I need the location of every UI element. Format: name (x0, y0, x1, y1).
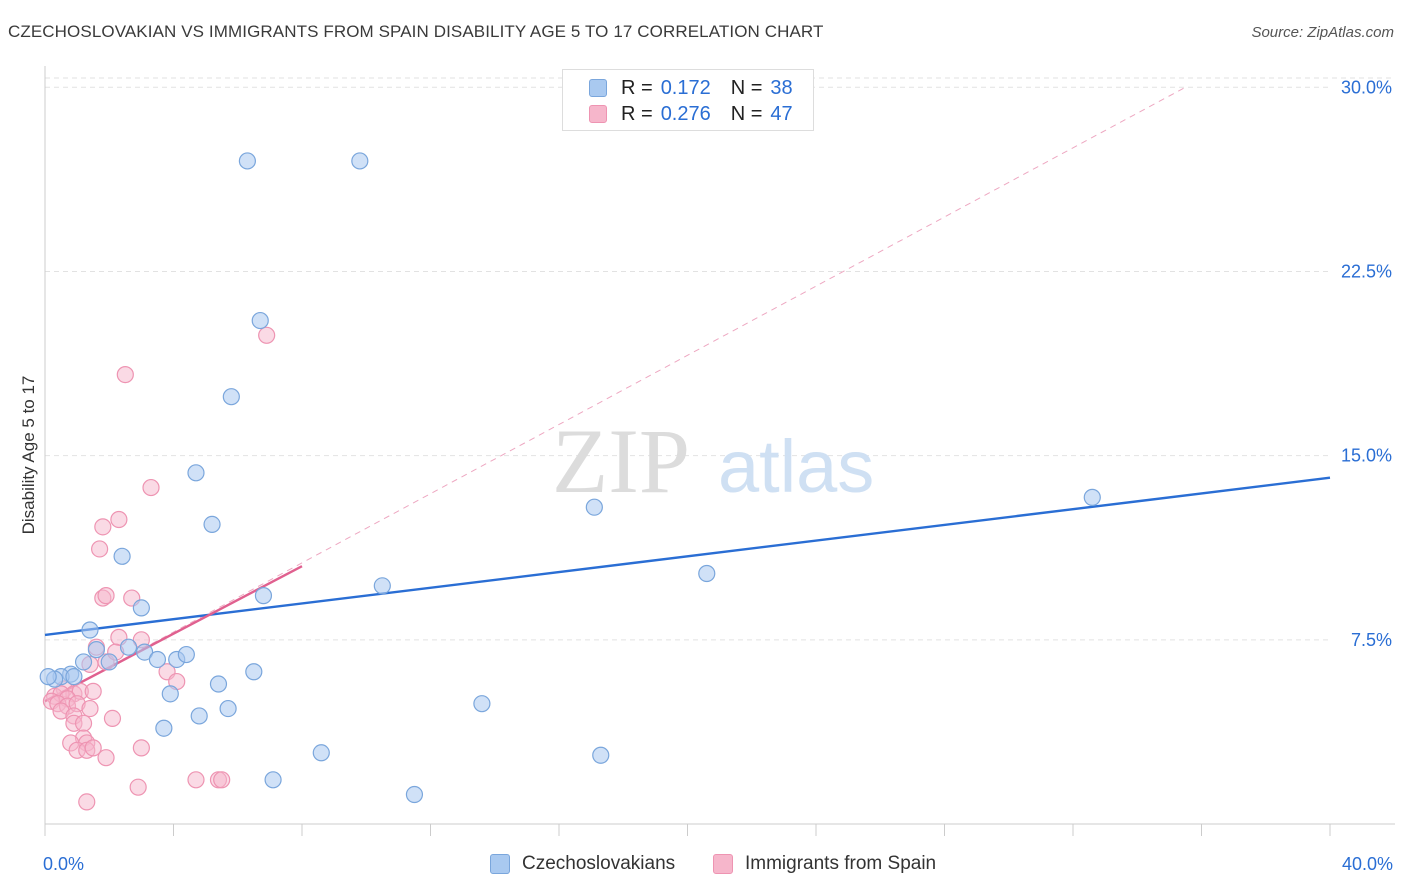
x-tick-label: 0.0% (43, 854, 84, 874)
pink-data-point (97, 587, 115, 605)
blue-data-point (81, 621, 99, 639)
blue-data-point (1083, 488, 1101, 506)
legend-swatch-blue (589, 79, 607, 97)
legend-r-label: R = (621, 102, 653, 125)
blue-data-point (100, 653, 118, 671)
blue-data-point (113, 547, 131, 565)
pink-data-point (110, 510, 128, 529)
blue-data-point (161, 685, 179, 703)
legend-swatch-pink (589, 105, 607, 123)
y-tick-label: 15.0% (1341, 446, 1392, 466)
pink-trend-extension (44, 86, 1186, 702)
pink-data-point (213, 771, 231, 789)
pink-data-point (74, 714, 93, 732)
legend-n-label: N = (730, 76, 763, 99)
series-name: Czechoslovakians (522, 853, 676, 874)
y-tick-label: 7.5% (1351, 630, 1392, 650)
legend-r-label: R = (621, 76, 653, 99)
y-tick-label: 22.5% (1341, 261, 1392, 281)
blue-data-point (203, 515, 221, 534)
legend-row-czechoslovakians: R = 0.172 N = 38 (589, 76, 793, 100)
watermark-zip: ZIP (552, 410, 690, 512)
pink-data-point (97, 749, 115, 767)
series-legend-czechoslovakians: Czechoslovakians (490, 852, 675, 876)
y-tick-label: 30.0% (1341, 77, 1392, 97)
blue-data-point (222, 388, 240, 406)
legend-r-value: 0.172 (660, 76, 711, 99)
blue-data-point (65, 668, 83, 686)
pink-data-point (84, 739, 102, 757)
pink-data-point (81, 699, 99, 718)
pink-data-point (142, 478, 160, 497)
blue-data-point (592, 746, 610, 764)
pink-data-point (129, 778, 147, 796)
series-legend-immigrants-from-spain: Immigrants from Spain (713, 852, 936, 876)
blue-data-point (254, 587, 273, 605)
blue-data-point (373, 577, 391, 595)
series-swatch-blue (490, 854, 510, 874)
blue-data-point (74, 653, 93, 671)
pink-data-point (116, 366, 134, 384)
pink-data-point (258, 326, 276, 344)
pink-data-point (103, 709, 122, 728)
blue-data-point (148, 650, 167, 669)
blue-data-point (209, 675, 228, 693)
legend-n-value: 47 (770, 102, 793, 125)
legend-r-value: 0.276 (660, 102, 711, 125)
blue-data-point (187, 464, 205, 482)
ticks-layer: 7.5% 15.0% 22.5% 30.0% 0.0% 40.0% (43, 77, 1393, 874)
blue-data-point (132, 599, 150, 617)
pink-data-point (84, 682, 102, 700)
blue-trend-line (44, 476, 1331, 637)
x-tick-label: 40.0% (1342, 854, 1393, 874)
series-swatch-pink (713, 854, 733, 874)
blue-data-point (39, 668, 57, 686)
blue-data-point (155, 719, 173, 737)
points-layer (39, 152, 1101, 811)
blue-data-point (219, 699, 237, 718)
watermark-atlas: atlas (718, 425, 874, 508)
pink-data-point (94, 518, 112, 536)
y-axis-label: Disability Age 5 to 17 (19, 376, 38, 535)
blue-data-point (190, 707, 208, 725)
blue-data-point (177, 645, 195, 664)
legend-n-label: N = (730, 102, 763, 125)
legend-n-value: 38 (770, 76, 793, 99)
chart-title: CZECHOSLOVAKIAN VS IMMIGRANTS FROM SPAIN… (8, 22, 824, 41)
stats-legend: R = 0.172 N = 38 R = 0.276 N = 47 (562, 69, 814, 131)
blue-data-point (351, 152, 369, 170)
blue-data-point (473, 695, 491, 713)
legend-row-immigrants-from-spain: R = 0.276 N = 47 (589, 102, 793, 126)
blue-data-point (251, 311, 269, 330)
blue-data-point (585, 498, 603, 516)
blue-data-point (135, 643, 154, 661)
blue-data-point (119, 638, 138, 656)
pink-data-point (91, 540, 109, 558)
blue-data-point (87, 641, 106, 659)
source-label: Source: ZipAtlas.com (1251, 24, 1394, 41)
watermark: ZIP atlas (552, 410, 874, 512)
blue-data-point (312, 744, 330, 762)
blue-data-point (238, 152, 256, 170)
blue-data-point (698, 564, 716, 583)
blue-data-point (264, 771, 282, 789)
pink-data-point (187, 771, 205, 789)
blue-data-point (405, 785, 424, 804)
blue-data-point (245, 663, 263, 681)
pink-data-point (132, 739, 150, 757)
pink-data-point (78, 793, 96, 811)
series-name: Immigrants from Spain (745, 853, 937, 874)
